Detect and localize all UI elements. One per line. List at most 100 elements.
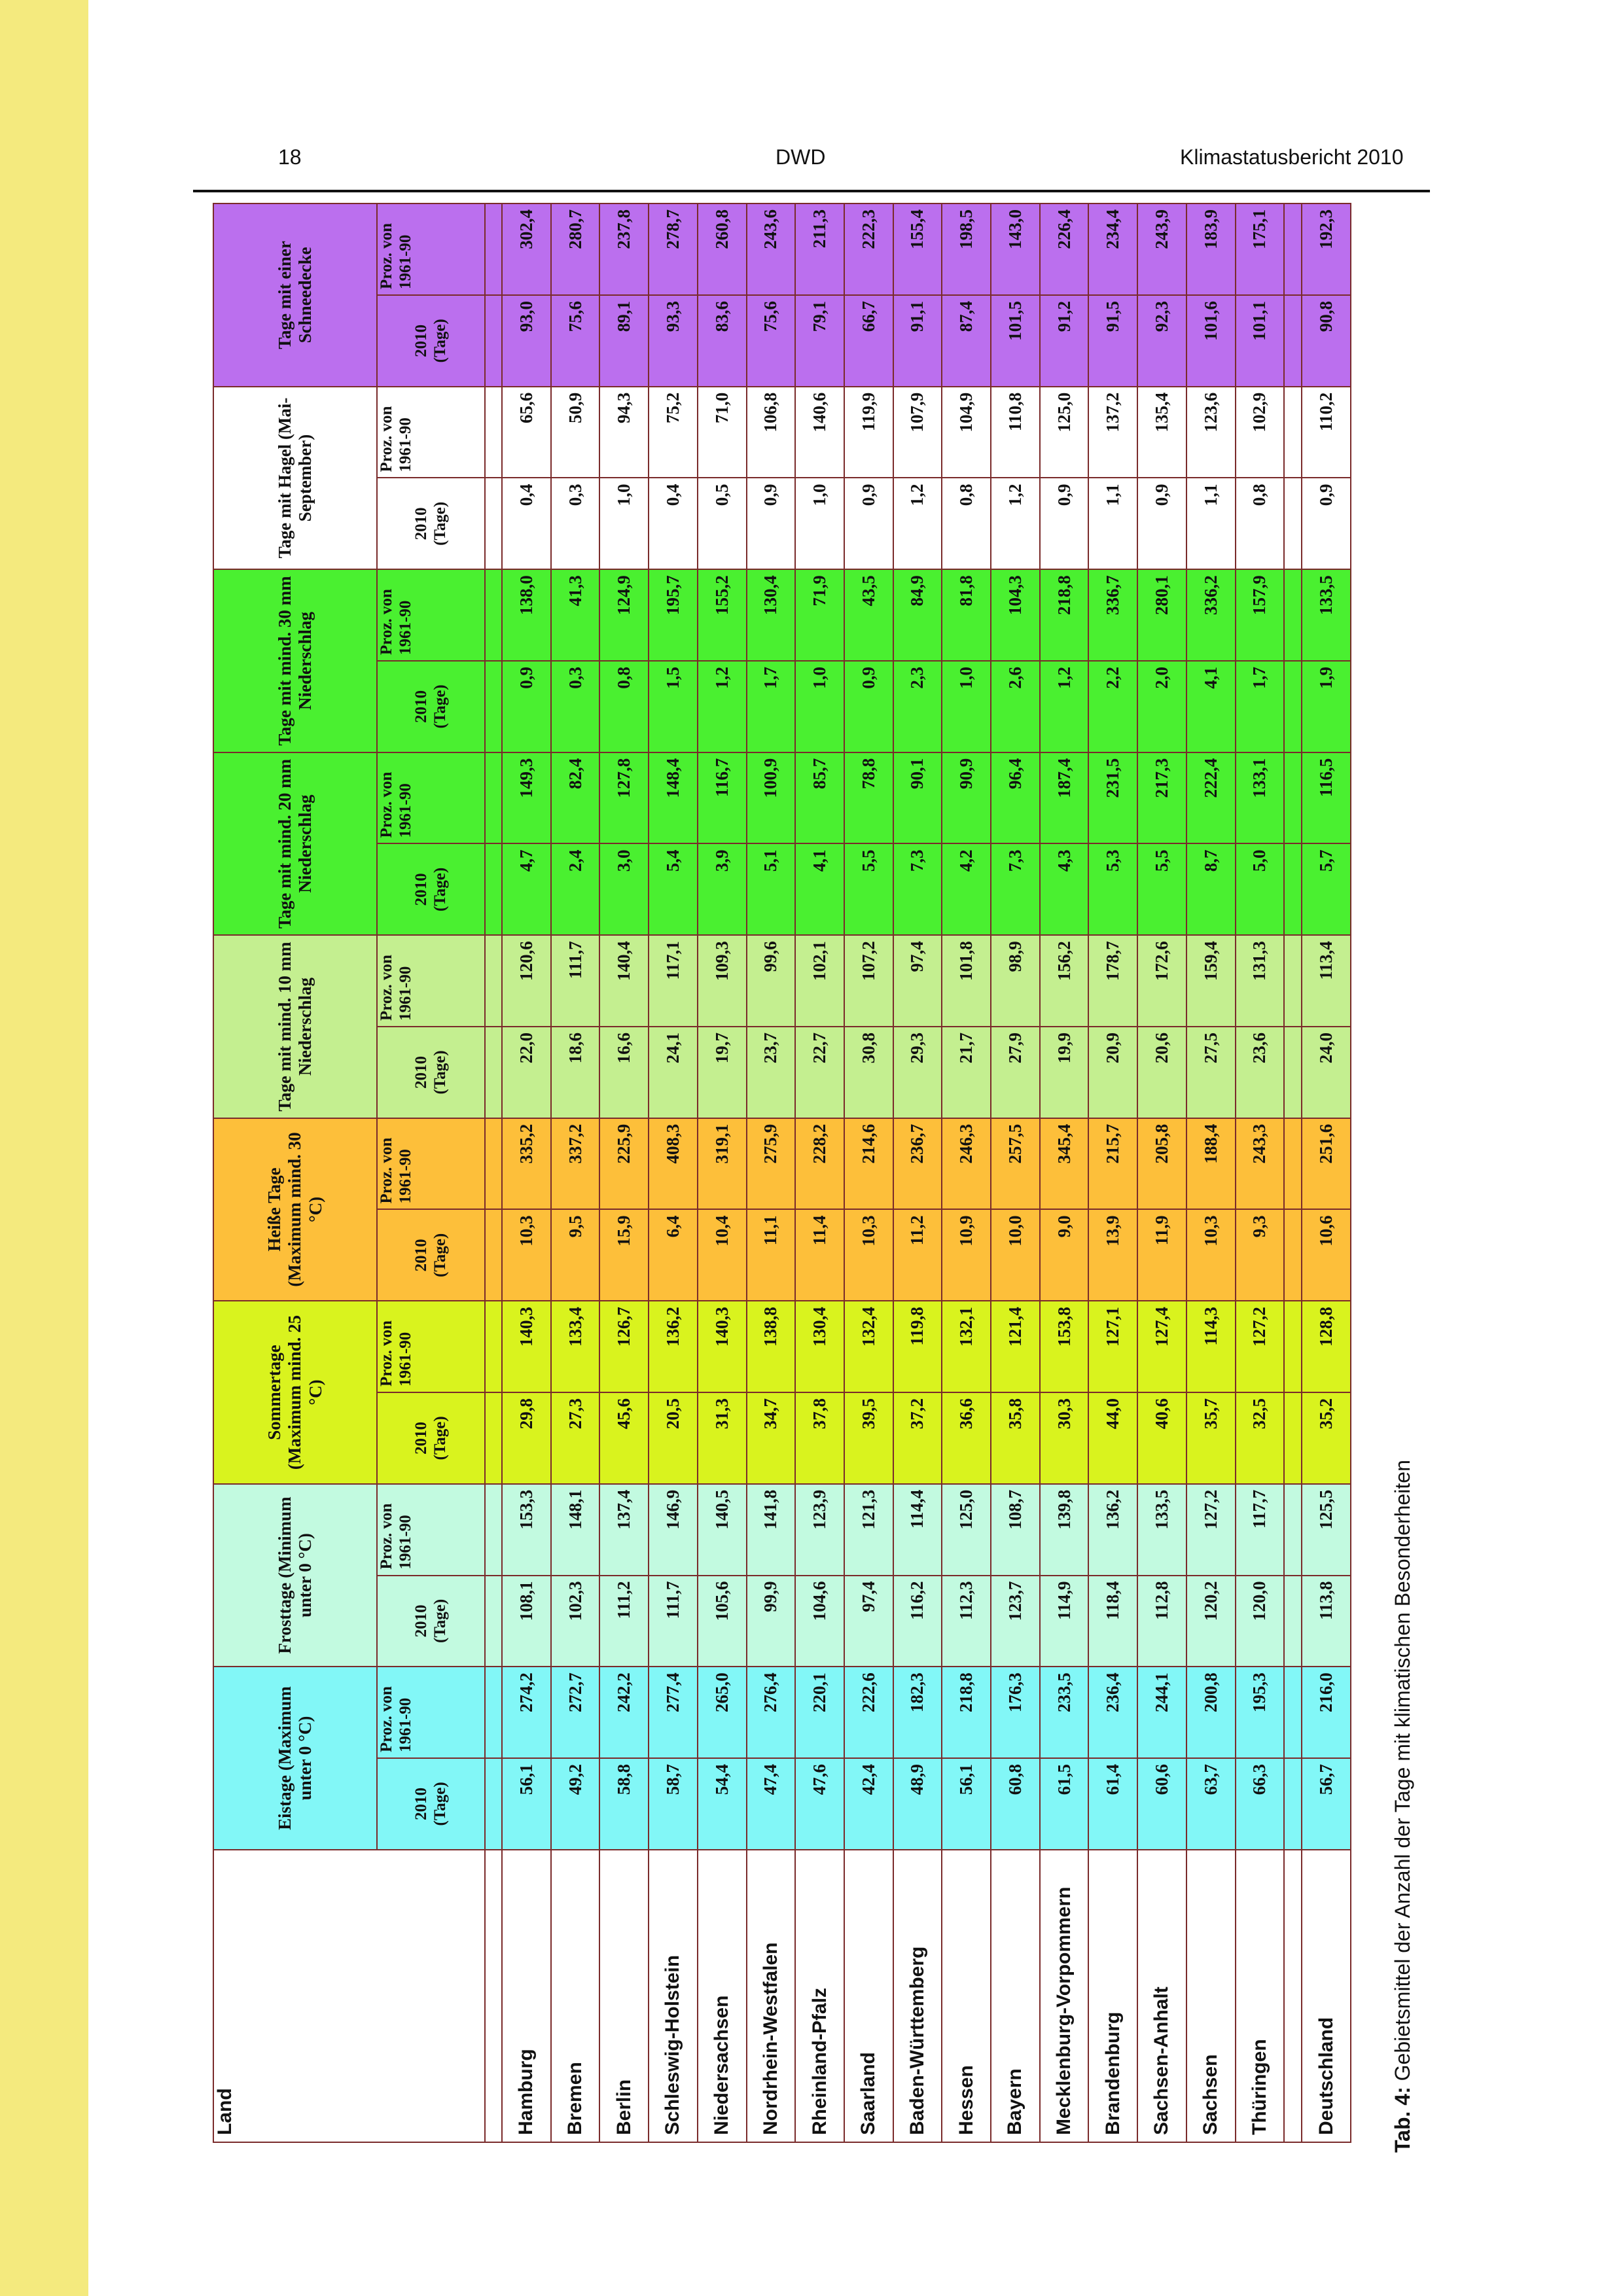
eistage-percent-header: Proz. von 1961-90: [377, 1667, 485, 1759]
spacer-cell: [1284, 1667, 1302, 1759]
land-name-cell: Hamburg: [502, 1849, 551, 2142]
value-cell: 113,8: [1302, 1575, 1351, 1667]
value-cell: 243,3: [1235, 1118, 1285, 1210]
value-cell: 102,9: [1235, 386, 1285, 478]
value-cell: 30,8: [844, 1027, 893, 1118]
value-cell: 178,7: [1088, 935, 1138, 1027]
value-cell: 11,2: [893, 1209, 942, 1301]
value-cell: 27,9: [991, 1027, 1040, 1118]
spacer-cell: [1284, 1118, 1302, 1210]
value-cell: 140,5: [697, 1483, 747, 1576]
spacer-cell: [1284, 478, 1302, 570]
value-cell: 0,8: [1235, 478, 1285, 570]
spacer-cell: [485, 843, 502, 936]
value-cell: 225,9: [599, 1118, 649, 1210]
niederschlag-30mm-group-header: Tage mit mind. 30 mm Niederschlag: [213, 569, 377, 752]
eistage-year-header: 2010 (Tage): [377, 1758, 485, 1850]
value-cell: 113,4: [1302, 935, 1351, 1027]
table-row-mecklenburg-vorpommern: Mecklenburg-Vorpommern 61,5 233,5 114,9 139,…: [1039, 203, 1089, 2142]
value-cell: 0,4: [649, 478, 698, 570]
value-cell: 93,3: [649, 294, 698, 387]
value-cell: 90,1: [893, 752, 942, 844]
value-cell: 215,7: [1088, 1118, 1138, 1210]
value-cell: 58,7: [649, 1758, 698, 1850]
value-cell: 63,7: [1186, 1758, 1236, 1850]
value-cell: 58,8: [599, 1758, 649, 1850]
value-cell: 127,1: [1088, 1301, 1138, 1393]
value-cell: 23,6: [1235, 1027, 1285, 1118]
sommertage-percent-header: Proz. von 1961-90: [377, 1301, 485, 1393]
frosttage-group-header: Frosttage (Minimum unter 0 °C): [213, 1483, 377, 1667]
value-cell: 45,6: [599, 1392, 649, 1484]
value-cell: 217,3: [1137, 752, 1186, 844]
value-cell: 280,7: [550, 203, 600, 295]
value-cell: 119,9: [844, 386, 893, 478]
value-cell: 7,3: [991, 843, 1040, 936]
value-cell: 220,1: [795, 1667, 844, 1759]
value-cell: 82,4: [550, 752, 600, 844]
report-title: Klimastatusbericht 2010: [1180, 145, 1404, 169]
value-cell: 1,1: [1088, 478, 1138, 570]
spacer-cell: [485, 1483, 502, 1576]
value-cell: 0,8: [942, 478, 991, 570]
spacer-cell: [485, 1667, 502, 1759]
value-cell: 75,6: [746, 294, 796, 387]
value-cell: 101,5: [991, 294, 1040, 387]
value-cell: 1,2: [893, 478, 942, 570]
value-cell: 0,9: [844, 660, 893, 752]
value-cell: 116,2: [893, 1575, 942, 1667]
value-cell: 35,2: [1302, 1392, 1351, 1484]
spacer-cell: [485, 1758, 502, 1850]
value-cell: 111,2: [599, 1575, 649, 1667]
value-cell: 336,7: [1088, 569, 1138, 661]
heisse-tage-percent-header: Proz. von 1961-90: [377, 1118, 485, 1210]
value-cell: 133,4: [550, 1301, 600, 1393]
spacer-cell: [485, 935, 502, 1027]
land-name-cell: Sachsen-Anhalt: [1137, 1849, 1186, 2142]
value-cell: 337,2: [550, 1118, 600, 1210]
value-cell: 47,4: [746, 1758, 796, 1850]
value-cell: 198,5: [942, 203, 991, 295]
value-cell: 148,1: [550, 1483, 600, 1576]
value-cell: 2,2: [1088, 660, 1138, 752]
value-cell: 13,9: [1088, 1209, 1138, 1301]
value-cell: 99,6: [746, 935, 796, 1027]
value-cell: 226,4: [1039, 203, 1089, 295]
value-cell: 111,7: [649, 1575, 698, 1667]
value-cell: 102,1: [795, 935, 844, 1027]
value-cell: 175,1: [1235, 203, 1285, 295]
value-cell: 87,4: [942, 294, 991, 387]
value-cell: 114,9: [1039, 1575, 1089, 1667]
value-cell: 138,8: [746, 1301, 796, 1393]
heisse-tage-year-header: 2010 (Tage): [377, 1209, 485, 1301]
value-cell: 130,4: [746, 569, 796, 661]
value-cell: 4,3: [1039, 843, 1089, 936]
value-cell: 91,5: [1088, 294, 1138, 387]
value-cell: 127,8: [599, 752, 649, 844]
value-cell: 60,6: [1137, 1758, 1186, 1850]
value-cell: 41,3: [550, 569, 600, 661]
sommertage-group-header: Sommertage (Maximum mind. 25 °C): [213, 1301, 377, 1484]
value-cell: 49,2: [550, 1758, 600, 1850]
value-cell: 222,3: [844, 203, 893, 295]
value-cell: 56,1: [942, 1758, 991, 1850]
spacer-cell: [1284, 294, 1302, 387]
value-cell: 137,4: [599, 1483, 649, 1576]
value-cell: 236,4: [1088, 1667, 1138, 1759]
spacer-cell: [1284, 1209, 1302, 1301]
value-cell: 2,3: [893, 660, 942, 752]
value-cell: 19,9: [1039, 1027, 1089, 1118]
value-cell: 156,2: [1039, 935, 1089, 1027]
value-cell: 120,0: [1235, 1575, 1285, 1667]
value-cell: 1,0: [795, 478, 844, 570]
value-cell: 10,6: [1302, 1209, 1351, 1301]
land-column-header: Land: [213, 1849, 485, 2142]
value-cell: 20,6: [1137, 1027, 1186, 1118]
frosttage-year-header: 2010 (Tage): [377, 1575, 485, 1667]
table-row-schleswig-holstein: Schleswig-Holstein 58,7 277,4 111,7 146,9 20,…: [649, 203, 698, 2142]
value-cell: 66,7: [844, 294, 893, 387]
land-name-cell: Deutschland: [1302, 1849, 1351, 2142]
land-name-cell: Berlin: [599, 1849, 649, 2142]
value-cell: 242,2: [599, 1667, 649, 1759]
value-cell: 195,3: [1235, 1667, 1285, 1759]
